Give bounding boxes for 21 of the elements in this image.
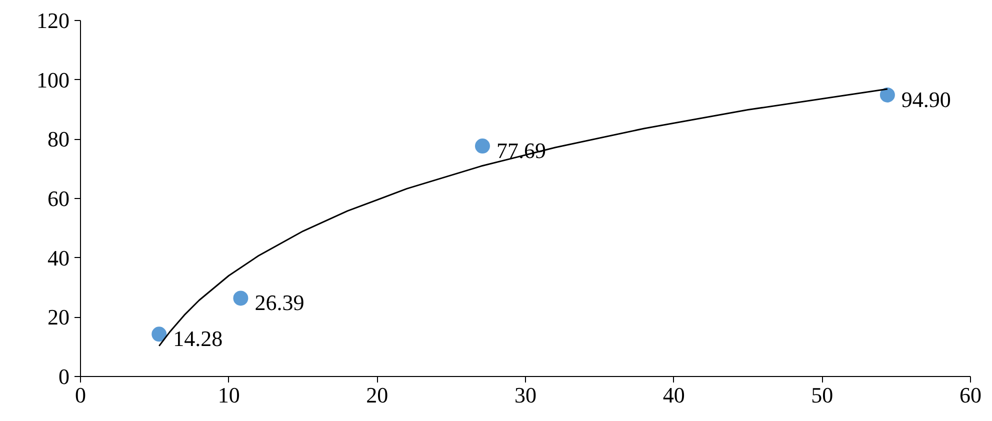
point: [152, 326, 167, 342]
x-tick-label: 50: [811, 382, 834, 408]
data-label: 14.28: [173, 326, 223, 352]
y-tick-label: 0: [58, 364, 70, 389]
x-tick-label: 40: [662, 382, 685, 408]
y-tick-label: 40: [48, 245, 70, 270]
y-tick-label: 100: [36, 67, 70, 92]
x-tick-label: 10: [218, 382, 240, 408]
x-tick-label: 30: [514, 382, 536, 408]
x-tick-label: 20: [366, 382, 388, 408]
point: [880, 87, 895, 102]
data-label: 26.39: [254, 290, 304, 316]
x-tick-label: 0: [75, 382, 86, 408]
y-tick-label: 80: [48, 126, 70, 152]
y-tick-label: 120: [36, 8, 70, 33]
point: [474, 138, 490, 154]
data-label: 94.90: [901, 86, 951, 112]
y-tick-label: 20: [48, 304, 70, 330]
x-tick-label: 60: [960, 382, 982, 408]
point: [233, 290, 248, 306]
y-tick-label: 60: [48, 186, 70, 211]
